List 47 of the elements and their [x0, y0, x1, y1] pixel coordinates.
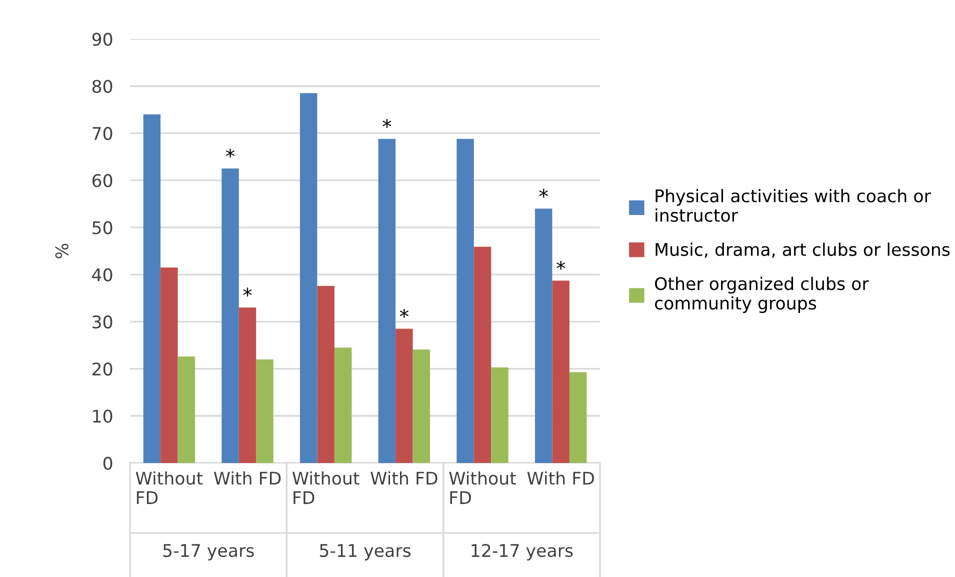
- bar: [160, 267, 178, 463]
- data-label: *: [400, 308, 408, 318]
- y-tick-label: 10: [93, 410, 112, 423]
- y-tick-label: 60: [92, 174, 112, 188]
- bar: [238, 308, 256, 463]
- bar: [378, 138, 396, 463]
- bar: [534, 208, 552, 463]
- y-tick-label: 0: [103, 456, 112, 470]
- bar: [178, 356, 196, 463]
- bar: [222, 168, 239, 463]
- x-tick-label: With FD: [527, 471, 594, 485]
- y-tick-label: 80: [92, 80, 112, 93]
- data-label: *: [243, 288, 252, 297]
- y-tick-label: 50: [92, 221, 112, 234]
- y-tick-label: 70: [92, 126, 112, 140]
- y-tick-label: 30: [92, 315, 112, 329]
- data-label: *: [226, 148, 235, 158]
- bar: [300, 93, 318, 463]
- legend-label: Other organized clubs or community groups: [654, 276, 869, 314]
- bar: [317, 286, 334, 463]
- bar: [456, 138, 474, 463]
- text: 5-11 years: [320, 544, 410, 560]
- bar: [412, 349, 430, 463]
- y-tick-label: 40: [92, 268, 112, 282]
- bar: [569, 372, 587, 463]
- bar: [256, 359, 274, 463]
- y-tick-label: 20: [92, 362, 112, 376]
- data-label: *: [382, 119, 392, 128]
- y-axis-title: %: [55, 244, 68, 258]
- bar: [334, 348, 352, 463]
- x-tick-label: Without FD: [449, 471, 516, 504]
- data-label: *: [556, 260, 566, 270]
- x-tick-label: With FD: [214, 471, 281, 485]
- x-tick-label: Without FD: [292, 471, 360, 504]
- bar: [143, 114, 161, 463]
- bar: [474, 246, 492, 463]
- legend-label: Physical activities with coach or instructor: [656, 188, 931, 222]
- bar: [491, 367, 508, 463]
- x-tick-label: With FD: [370, 471, 438, 485]
- legend-label: Music, drama, art clubs or lessons: [656, 242, 950, 258]
- y-tick-label: 90: [92, 32, 112, 46]
- bar: [552, 280, 570, 463]
- text: 5-17 years: [163, 544, 254, 560]
- data-label: *: [539, 188, 548, 198]
- text: 12-17 years: [472, 544, 573, 560]
- bar: [396, 328, 413, 463]
- x-tick-label: Without FD: [136, 471, 203, 504]
